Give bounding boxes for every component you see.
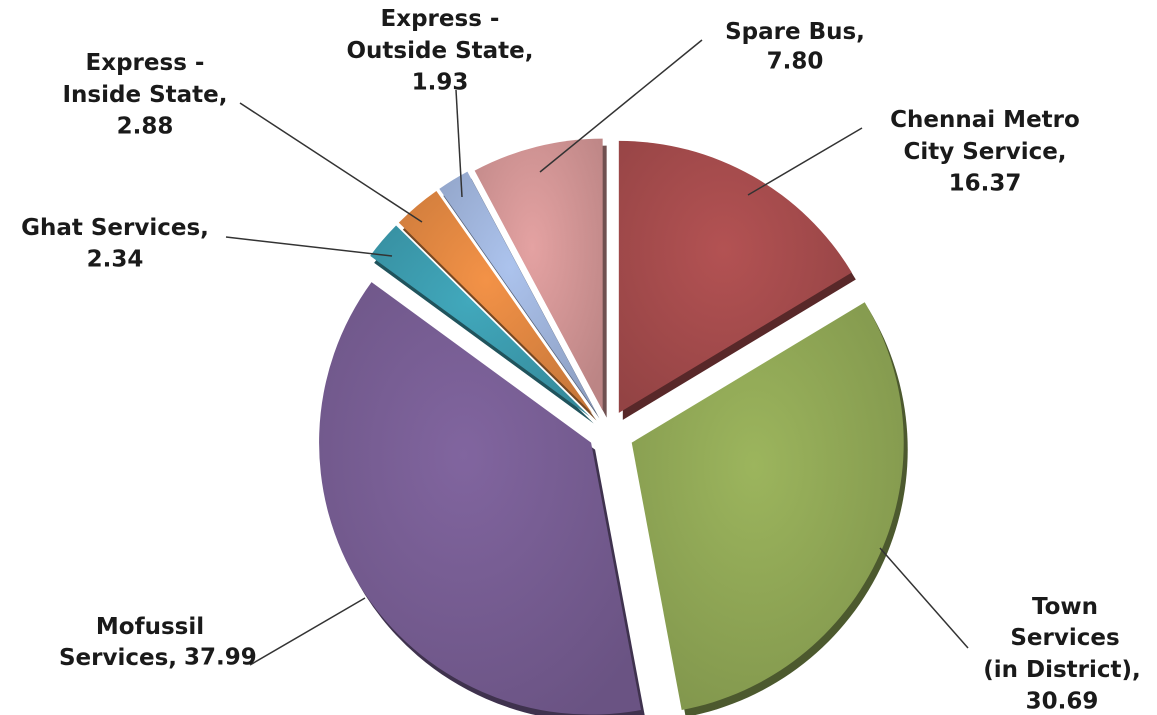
value-label: 37.99 xyxy=(184,645,257,671)
leader-line xyxy=(249,597,366,666)
leader-line xyxy=(879,547,969,649)
slice xyxy=(474,138,603,411)
slice-label: Mofussil Services, xyxy=(59,614,204,671)
leader-line xyxy=(539,39,703,173)
slice-label: Express -Inside State, xyxy=(63,50,228,108)
slice xyxy=(618,140,852,413)
value-label: 30.69 xyxy=(1026,689,1099,715)
slice-label: Express -Outside State, xyxy=(347,6,534,64)
slice-label: Ghat Services, xyxy=(21,215,209,241)
slice xyxy=(439,171,596,412)
value-label: 1.93 xyxy=(412,70,469,96)
value-label: 7.80 xyxy=(767,49,824,75)
leader-line xyxy=(747,127,863,196)
slice-label: Chennai Metro City Service, xyxy=(890,107,1080,165)
leader-line xyxy=(239,102,423,223)
value-label: 2.88 xyxy=(117,114,174,140)
slice-label: Town Services (in District), xyxy=(983,594,1141,683)
slice xyxy=(631,302,904,711)
leader-line xyxy=(455,89,463,198)
slice-label: Spare Bus, xyxy=(725,19,865,45)
slice xyxy=(398,190,593,414)
value-label: 2.34 xyxy=(87,247,144,273)
slice xyxy=(370,225,590,417)
value-label: 16.37 xyxy=(949,171,1022,197)
leader-line xyxy=(225,236,393,257)
slice xyxy=(319,282,642,715)
